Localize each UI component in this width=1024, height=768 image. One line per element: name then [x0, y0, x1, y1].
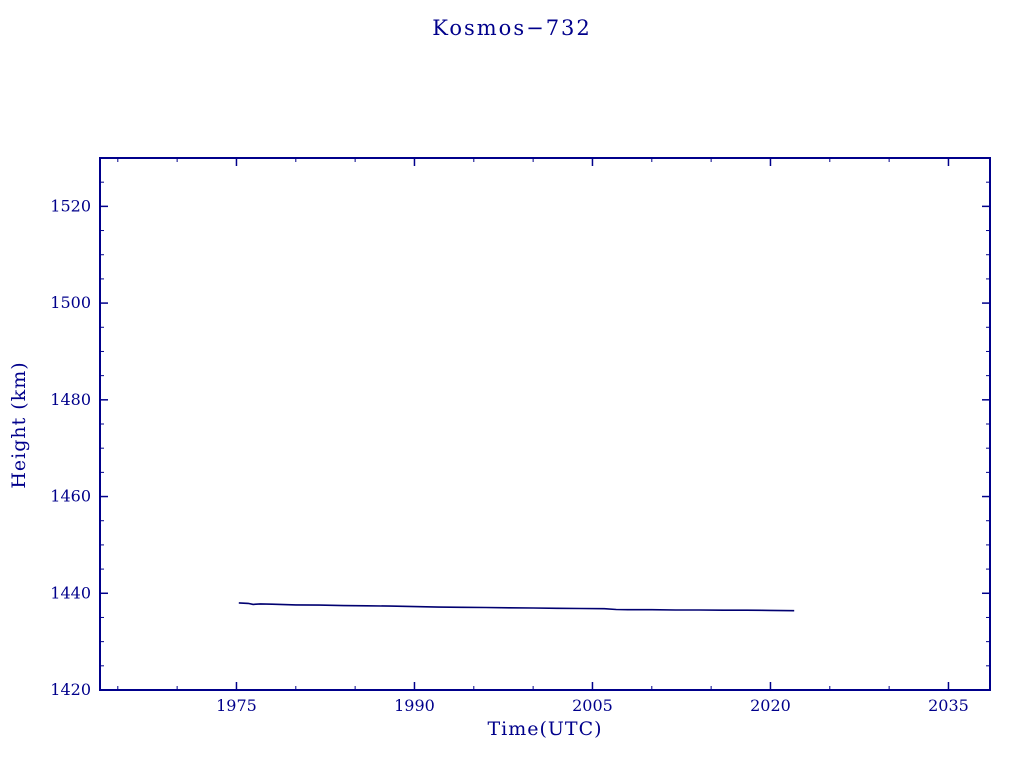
y-axis-label: Height (km) [8, 361, 30, 489]
chart-title: Kosmos−732 [432, 16, 592, 40]
y-tick-label: 1440 [50, 583, 91, 602]
y-tick-label: 1520 [50, 196, 91, 215]
y-tick-label: 1460 [50, 487, 91, 506]
x-tick-label: 1990 [394, 696, 435, 715]
y-tick-label: 1420 [50, 680, 91, 699]
y-tick-label: 1500 [50, 293, 91, 312]
x-axis-label: Time(UTC) [487, 718, 603, 740]
y-tick-label: 1480 [50, 390, 91, 409]
data-line [238, 602, 795, 612]
plot-frame [99, 157, 991, 691]
x-tick-label: 2035 [928, 696, 969, 715]
x-tick-label: 2020 [750, 696, 791, 715]
x-tick-label: 2005 [572, 696, 613, 715]
x-tick-label: 1975 [216, 696, 257, 715]
